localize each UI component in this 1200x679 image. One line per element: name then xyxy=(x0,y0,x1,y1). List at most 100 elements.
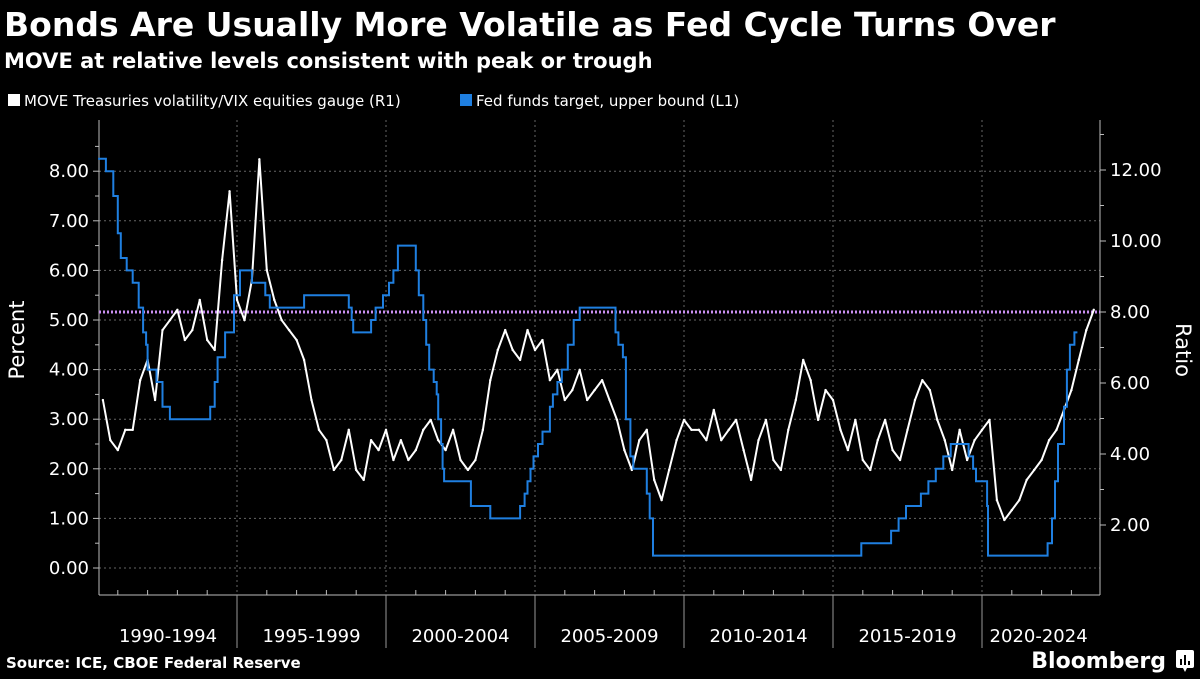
data-point-move-vix-ratio xyxy=(168,318,172,322)
data-point-move-vix-ratio xyxy=(496,348,499,352)
data-point-move-vix-ratio xyxy=(660,498,663,502)
data-point-move-vix-ratio xyxy=(802,358,805,362)
axes: 0.00 1.00 2.00 3.00 4.00 5.00 6.00 7.00 8.00 2.00… xyxy=(49,120,1162,648)
data-point-move-vix-ratio xyxy=(697,428,701,432)
data-point-move-vix-ratio xyxy=(1047,438,1051,442)
x-band-label: 2010-2014 xyxy=(709,626,807,647)
data-point-move-vix-ratio xyxy=(757,438,760,442)
data-point-move-vix-ratio xyxy=(138,378,142,382)
left-tick-label: 5.00 xyxy=(49,310,89,331)
right-tick-label: 4.00 xyxy=(1110,444,1150,465)
right-tick-label: 10.00 xyxy=(1110,231,1162,252)
data-point-move-vix-ratio xyxy=(883,418,887,422)
legend-label-fed: Fed funds target, upper bound (L1) xyxy=(476,92,739,110)
data-point-move-vix-ratio xyxy=(891,448,894,452)
data-point-move-vix-ratio xyxy=(325,438,328,442)
data-point-move-vix-ratio xyxy=(474,458,477,462)
data-point-move-vix-ratio xyxy=(258,158,261,161)
data-point-move-vix-ratio xyxy=(869,468,872,472)
left-tick-label: 1.00 xyxy=(49,508,89,529)
data-point-move-vix-ratio xyxy=(1040,458,1043,462)
data-point-move-vix-ratio xyxy=(921,378,924,382)
data-point-move-vix-ratio xyxy=(936,418,939,422)
data-point-move-vix-ratio xyxy=(1077,358,1081,362)
data-point-move-vix-ratio xyxy=(436,438,440,442)
right-tick-label: 6.00 xyxy=(1110,373,1150,394)
data-point-move-vix-ratio xyxy=(459,458,462,462)
x-band-label: 2015-2019 xyxy=(858,626,956,647)
data-point-move-vix-ratio xyxy=(645,428,648,432)
data-point-move-vix-ratio xyxy=(466,468,470,472)
right-tick-label: 12.00 xyxy=(1110,160,1162,181)
gridlines xyxy=(99,120,1100,595)
data-point-move-vix-ratio xyxy=(369,438,373,442)
data-point-move-vix-ratio xyxy=(816,418,820,422)
data-point-move-vix-ratio xyxy=(302,358,306,362)
data-point-move-vix-ratio xyxy=(623,448,626,452)
data-point-move-vix-ratio xyxy=(407,458,410,462)
data-point-move-vix-ratio xyxy=(943,438,946,442)
data-point-move-vix-ratio xyxy=(846,448,850,452)
data-point-move-vix-ratio xyxy=(153,398,157,402)
data-point-move-vix-ratio xyxy=(779,468,783,472)
data-point-move-vix-ratio xyxy=(675,438,678,442)
x-band-label: 1990-1994 xyxy=(119,626,217,647)
data-point-move-vix-ratio xyxy=(176,308,179,312)
data-point-move-vix-ratio xyxy=(548,378,552,382)
right-tick-label: 2.00 xyxy=(1110,515,1150,536)
data-point-move-vix-ratio xyxy=(563,398,566,402)
data-point-move-vix-ratio xyxy=(615,418,619,422)
data-point-move-vix-ratio xyxy=(973,438,976,442)
data-point-move-vix-ratio xyxy=(1055,428,1058,432)
data-point-move-vix-ratio xyxy=(384,428,388,432)
x-band-label: 2005-2009 xyxy=(560,626,658,647)
data-point-move-vix-ratio xyxy=(593,388,596,392)
data-point-move-vix-ratio xyxy=(906,428,909,432)
chart-title: Bonds Are Usually More Volatile as Fed C… xyxy=(4,5,1056,44)
legend: MOVE Treasuries volatility/VIX equities … xyxy=(8,92,739,110)
left-tick-label: 0.00 xyxy=(49,558,89,579)
data-point-move-vix-ratio xyxy=(571,388,574,392)
data-point-move-vix-ratio xyxy=(876,438,879,442)
data-point-move-vix-ratio xyxy=(198,298,201,302)
bloomberg-logo: Bloomberg xyxy=(1031,649,1166,674)
data-point-move-vix-ratio xyxy=(235,298,239,302)
legend-swatch-fed xyxy=(460,94,472,106)
data-point-move-vix-ratio xyxy=(392,458,395,462)
data-point-move-vix-ratio xyxy=(206,338,209,342)
data-point-move-vix-ratio xyxy=(965,458,969,462)
data-point-move-vix-ratio xyxy=(638,438,641,442)
series-line-fed-funds xyxy=(98,157,1078,557)
data-point-move-vix-ratio xyxy=(653,478,656,482)
data-point-move-vix-ratio xyxy=(273,298,276,302)
right-tick-label: 8.00 xyxy=(1110,302,1150,323)
data-point-move-vix-ratio xyxy=(541,338,544,342)
data-point-move-vix-ratio xyxy=(980,428,984,432)
left-tick-label: 2.00 xyxy=(49,459,89,480)
data-point-move-vix-ratio xyxy=(228,190,231,193)
left-tick-label: 8.00 xyxy=(49,161,89,182)
data-point-move-vix-ratio xyxy=(101,398,105,402)
data-point-move-vix-ratio xyxy=(124,428,127,432)
data-point-move-vix-ratio xyxy=(839,428,842,432)
left-axis-label: Percent xyxy=(5,300,29,379)
data-point-move-vix-ratio xyxy=(109,438,112,442)
data-point-move-vix-ratio xyxy=(481,428,485,432)
series-layer xyxy=(98,157,1100,557)
data-point-move-vix-ratio xyxy=(295,338,298,342)
data-point-move-vix-ratio xyxy=(191,328,194,332)
legend-swatch-ratio xyxy=(8,94,20,106)
data-point-move-vix-ratio xyxy=(1032,468,1036,472)
data-point-move-vix-ratio xyxy=(533,348,537,352)
data-point-move-vix-ratio xyxy=(898,458,902,462)
data-point-move-vix-ratio xyxy=(727,428,730,432)
data-point-move-vix-ratio xyxy=(809,378,812,382)
data-point-move-vix-ratio xyxy=(787,428,790,432)
series-line-move-vix-ratio xyxy=(101,158,1095,521)
data-point-move-vix-ratio xyxy=(220,258,224,262)
data-point-move-vix-ratio xyxy=(332,468,336,472)
data-point-move-vix-ratio xyxy=(712,408,715,412)
data-point-move-vix-ratio xyxy=(690,428,693,432)
legend-label-ratio: MOVE Treasuries volatility/VIX equities … xyxy=(24,92,401,110)
